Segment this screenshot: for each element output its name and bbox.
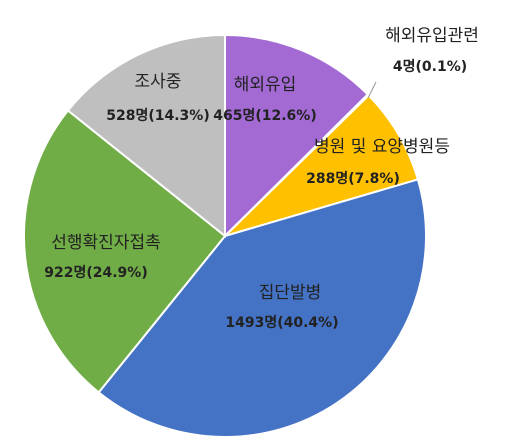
pie-slice <box>97 178 427 438</box>
value-label: 465명(12.6%) <box>213 107 316 124</box>
category-label: 집단발병 <box>259 283 322 303</box>
pie-slice <box>66 33 226 239</box>
category-label: 조사중 <box>135 72 182 92</box>
value-label: 922명(24.9%) <box>44 264 147 281</box>
category-label: 해외유입관련 <box>385 26 479 46</box>
category-label: 해외유입 <box>234 75 297 95</box>
pie-slice <box>23 109 227 394</box>
pie-slice <box>224 94 420 237</box>
value-label: 288명(7.8%) <box>306 170 400 187</box>
value-label: 1493명(40.4%) <box>225 314 338 331</box>
category-label: 병원 및 요양병원등 <box>314 137 450 157</box>
value-label: 528명(14.3%) <box>106 107 209 124</box>
value-label: 4명(0.1%) <box>393 58 467 75</box>
pie-slice <box>224 33 370 239</box>
leader-line <box>367 81 377 99</box>
category-label: 선행확진자접촉 <box>51 233 160 253</box>
